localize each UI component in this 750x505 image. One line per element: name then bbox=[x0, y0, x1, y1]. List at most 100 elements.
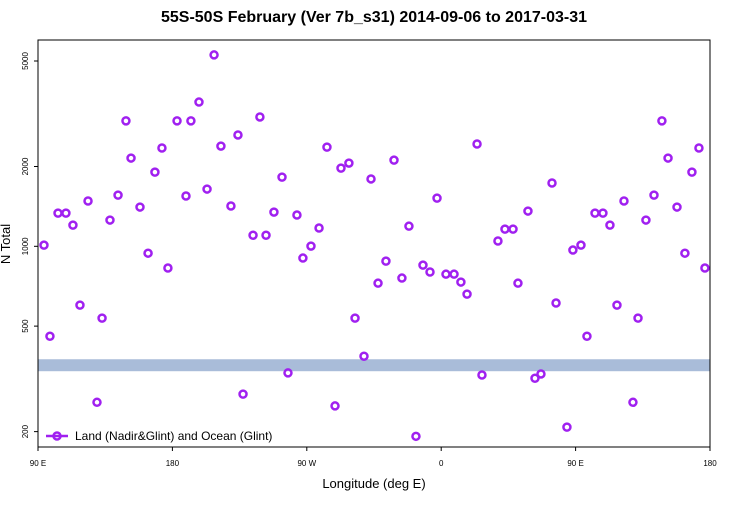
point bbox=[547, 178, 557, 188]
point bbox=[97, 313, 107, 323]
point bbox=[330, 401, 340, 411]
point bbox=[493, 236, 503, 246]
point bbox=[366, 174, 376, 184]
y-tick-label: 200 bbox=[21, 424, 30, 438]
legend-label: Land (Nadir&Glint) and Ocean (Glint) bbox=[75, 429, 272, 443]
point bbox=[663, 153, 673, 163]
point bbox=[605, 220, 615, 230]
y-tick-label: 500 bbox=[21, 319, 30, 333]
point bbox=[536, 369, 546, 379]
point bbox=[551, 298, 561, 308]
legend-marker bbox=[52, 431, 62, 441]
x-tick-label: 0 bbox=[439, 459, 444, 468]
chart-title: 55S-50S February (Ver 7b_s31) 2014-09-06… bbox=[161, 9, 587, 26]
point bbox=[350, 313, 360, 323]
band bbox=[38, 359, 710, 372]
point bbox=[694, 143, 704, 153]
point bbox=[381, 256, 391, 266]
point bbox=[292, 210, 302, 220]
point bbox=[449, 269, 459, 279]
point bbox=[612, 300, 622, 310]
point bbox=[194, 97, 204, 107]
y-tick-label: 5000 bbox=[21, 52, 30, 70]
point bbox=[404, 221, 414, 231]
point bbox=[598, 208, 608, 218]
point bbox=[105, 215, 115, 225]
point bbox=[477, 370, 487, 380]
point bbox=[157, 143, 167, 153]
point bbox=[700, 263, 710, 273]
plot-frame bbox=[37, 39, 711, 448]
point bbox=[248, 230, 258, 240]
point bbox=[181, 191, 191, 201]
point bbox=[92, 397, 102, 408]
x-tick-label: 180 bbox=[703, 459, 717, 468]
point bbox=[143, 248, 153, 258]
point bbox=[633, 313, 643, 323]
point bbox=[456, 277, 466, 287]
point bbox=[397, 273, 407, 283]
y-tick-label: 1000 bbox=[21, 237, 30, 255]
point bbox=[590, 208, 600, 218]
point bbox=[513, 278, 523, 288]
point bbox=[568, 245, 578, 255]
point bbox=[163, 263, 173, 273]
point bbox=[255, 112, 265, 122]
point bbox=[75, 300, 85, 310]
point bbox=[261, 230, 271, 240]
point bbox=[135, 202, 145, 212]
point bbox=[619, 196, 629, 206]
point bbox=[39, 240, 49, 250]
point bbox=[441, 269, 451, 279]
point bbox=[425, 267, 435, 277]
point bbox=[523, 206, 533, 216]
point bbox=[277, 172, 287, 182]
x-tick-label: 90 E bbox=[567, 459, 583, 468]
point bbox=[649, 190, 659, 200]
point bbox=[582, 331, 592, 341]
point bbox=[500, 224, 510, 234]
point bbox=[322, 142, 332, 152]
point bbox=[226, 201, 236, 211]
point bbox=[314, 223, 324, 233]
point bbox=[576, 240, 586, 250]
point bbox=[508, 224, 518, 234]
point bbox=[216, 141, 226, 151]
point bbox=[83, 196, 93, 206]
point bbox=[121, 116, 131, 126]
point bbox=[641, 215, 651, 225]
point bbox=[432, 193, 442, 203]
point bbox=[359, 351, 369, 361]
point bbox=[344, 158, 354, 168]
point bbox=[389, 155, 399, 165]
point bbox=[150, 167, 160, 177]
point bbox=[238, 389, 248, 399]
point bbox=[336, 163, 346, 173]
point bbox=[113, 190, 123, 200]
point bbox=[233, 130, 243, 140]
point bbox=[628, 397, 638, 408]
point bbox=[657, 116, 667, 126]
x-tick-label: 90 E bbox=[30, 459, 46, 468]
point bbox=[672, 202, 682, 212]
point bbox=[298, 253, 308, 263]
point bbox=[45, 331, 55, 341]
point bbox=[472, 139, 482, 149]
point bbox=[418, 260, 428, 270]
point bbox=[126, 153, 136, 163]
y-tick-label: 2000 bbox=[21, 157, 30, 175]
x-tick-label: 180 bbox=[166, 459, 180, 468]
point bbox=[462, 289, 472, 299]
point bbox=[562, 422, 572, 432]
point bbox=[680, 248, 690, 258]
point bbox=[269, 207, 279, 217]
x-tick-label: 90 W bbox=[297, 459, 316, 468]
point bbox=[411, 431, 421, 442]
point bbox=[186, 116, 196, 126]
point bbox=[172, 116, 182, 126]
point bbox=[687, 167, 697, 177]
point bbox=[61, 208, 71, 218]
point bbox=[283, 368, 293, 378]
x-axis-label: Longitude (deg E) bbox=[322, 476, 425, 491]
